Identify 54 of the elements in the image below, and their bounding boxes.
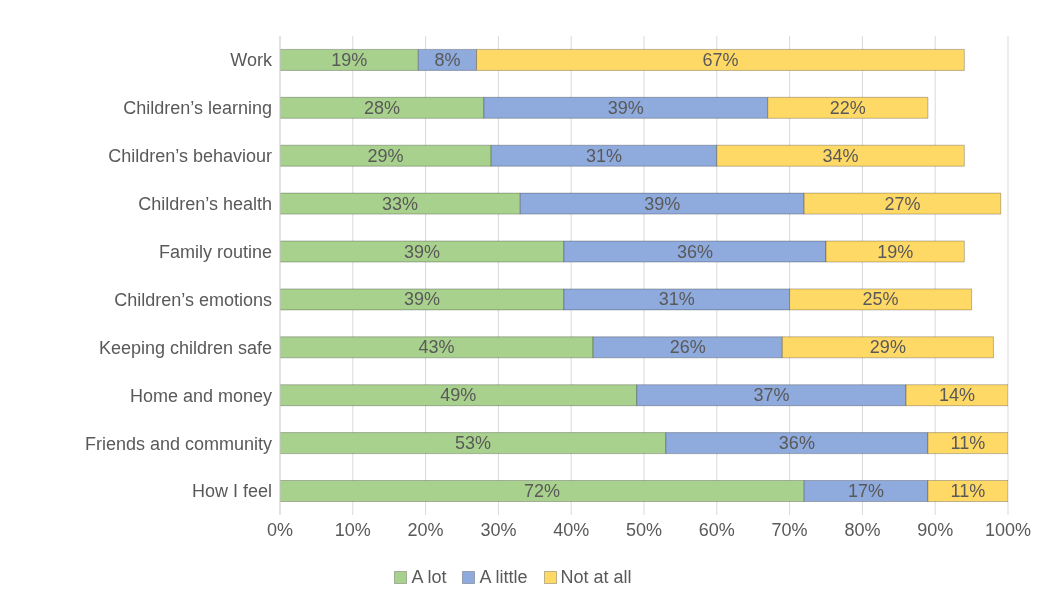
y-tick-label: Children’s emotions: [114, 289, 272, 310]
data-label: 72%: [524, 481, 561, 502]
x-tick-label: 10%: [334, 519, 371, 540]
x-tick-label: 30%: [480, 519, 517, 540]
data-label: 26%: [669, 337, 706, 358]
legend-label: Not at all: [560, 567, 632, 588]
data-label: 53%: [454, 433, 491, 454]
data-label: 8%: [434, 49, 461, 70]
x-tick-label: 0%: [266, 519, 294, 540]
data-label: 14%: [939, 385, 976, 406]
y-tick-label: Children’s health: [138, 194, 272, 215]
y-tick-label: Home and money: [129, 385, 272, 406]
y-tick-label: Children’s behaviour: [108, 146, 272, 167]
x-tick-label: 70%: [771, 519, 808, 540]
data-label: 31%: [585, 145, 622, 166]
data-label: 19%: [331, 49, 368, 70]
data-label: 22%: [829, 97, 866, 118]
x-tick-label: 50%: [625, 519, 663, 540]
data-label: 19%: [877, 241, 914, 262]
data-label: 11%: [950, 481, 986, 502]
data-label: 37%: [753, 385, 790, 406]
x-tick-label: 100%: [984, 519, 1032, 540]
data-label: 49%: [440, 385, 477, 406]
data-label: 43%: [418, 337, 455, 358]
x-tick-label: 90%: [917, 519, 954, 540]
y-tick-label: How I feel: [191, 481, 272, 502]
y-tick-label: Friends and community: [84, 433, 272, 454]
x-tick-label: 80%: [844, 519, 881, 540]
data-label: 39%: [644, 193, 681, 214]
data-label: 36%: [778, 433, 815, 454]
x-tick-label: 40%: [553, 519, 590, 540]
data-label: 33%: [382, 193, 419, 214]
data-label: 39%: [403, 289, 440, 310]
legend-label: A little: [479, 567, 528, 588]
data-label: 25%: [862, 289, 899, 310]
x-tick-label: 20%: [407, 519, 444, 540]
y-tick-label: Children’s learning: [123, 98, 272, 119]
x-tick-label: 60%: [698, 519, 735, 540]
data-label: 28%: [363, 97, 400, 118]
data-label: 29%: [367, 145, 404, 166]
y-tick-label: Work: [230, 50, 273, 71]
data-label: 17%: [848, 481, 885, 502]
data-label: 11%: [950, 433, 986, 454]
data-label: 27%: [884, 193, 921, 214]
data-label: 29%: [869, 337, 906, 358]
data-label: 39%: [607, 97, 644, 118]
legend-label: A lot: [411, 567, 447, 588]
data-label: 67%: [702, 49, 739, 70]
data-label: 39%: [403, 241, 440, 262]
data-label: 34%: [822, 145, 859, 166]
data-label: 36%: [676, 241, 713, 262]
y-tick-label: Family routine: [158, 241, 272, 262]
y-tick-label: Keeping children safe: [98, 337, 272, 358]
data-label: 31%: [658, 289, 695, 310]
